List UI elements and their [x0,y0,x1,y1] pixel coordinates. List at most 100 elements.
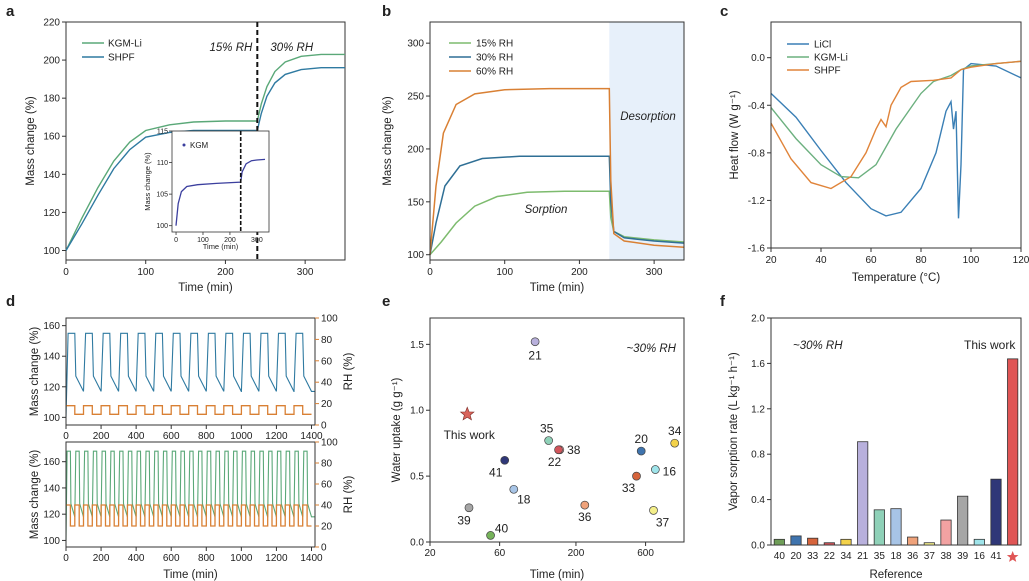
x-axis-tick-label: 20 [765,255,777,266]
cycle-bottom-rh-tick-label: 60 [321,480,333,491]
series-line-kgm-li [65,53,345,251]
cycle-top-rh-axis-label: RH (%) [343,352,355,390]
legend-label: KGM-Li [108,39,142,50]
annotation-sorption: Sorption [525,204,568,216]
cycle-top-x-tick-label: 1000 [230,431,253,442]
y-axis-tick-label: 0.0 [751,53,765,64]
series-line-shpf [65,67,345,251]
y-axis-tick-label: 120 [43,208,60,219]
data-point-ref-21 [530,337,540,347]
cycle-bottom-frame [65,441,316,548]
desorption-shading [609,22,684,260]
series-line-60rh [429,87,685,255]
y-axis-tick-label: -1.2 [748,196,766,207]
inset-legend-swatch [182,143,186,147]
data-point-label: 18 [517,492,531,506]
x-axis-tick-label: 200 [217,267,234,278]
plot-frame [429,21,685,261]
legend-label: LiCl [814,40,831,51]
cycle-top-x-tick-label: 600 [163,431,180,442]
annotation-30rh: 30% RH [270,42,314,54]
annotation-15rh: 15% RH [209,42,253,54]
inset-x-tick-label: 100 [197,237,209,244]
panel-label: b [382,3,391,20]
bar-ref-18 [890,508,902,546]
x-axis-label: Reference [869,569,922,581]
data-point-label: 34 [668,424,682,438]
x-axis-tick-label: 300 [297,267,314,278]
x-axis-tick-label: 200 [568,548,585,559]
cycle-top-mass-line [65,332,315,418]
plot-frame [429,317,685,543]
x-axis-label: Time (min) [178,282,233,294]
x-axis-tick-label: 0 [63,267,69,278]
cycle-bottom-rh-line [66,504,312,527]
data-point-ref-41 [500,455,510,465]
data-point-label: 35 [540,422,554,436]
x-axis-tick-label: 36 [907,551,919,562]
data-point-ref-34 [670,438,680,448]
inset-y-tick-label: 100 [156,223,168,230]
legend-label: 60% RH [476,67,513,78]
inset-y-axis-label: Mass change (%) [143,152,152,211]
bar-ref-38 [940,519,952,546]
cycle-top-x-tick-label: 0 [63,431,69,442]
bar-ref-40 [773,538,785,546]
panel-e: e ~30% RH 21 35 38 22 20 34 41 16 33 18 39 36 37 40 This… [382,293,685,581]
data-point-label: 40 [495,521,509,535]
panel-label: c [720,3,728,20]
cycle-bottom-x-tick-label: 1400 [300,553,323,564]
series-line-15rh [429,190,685,256]
this-work-label: This work [444,428,496,442]
inset-y-tick-label: 105 [156,192,168,199]
x-axis-tick-label: 40 [774,551,786,562]
cycle-top-x-tick-label: 1200 [265,431,288,442]
panel-c: c LiCl KGM-Li SHPF 20 40 60 80 100 120 0.0 -0.4 -0.8… [720,3,1029,284]
cycle-top-x-tick-label: 800 [198,431,215,442]
data-point-label: 37 [656,515,670,529]
cycle-top-rh-tick-label: 20 [321,399,333,410]
cycle-top-y-tick-label: 140 [43,352,60,363]
data-point-ref-36 [580,500,590,510]
cycle-top-rh-tick-label: 40 [321,378,333,389]
cycle-bottom-rh-tick-label: 0 [321,543,327,554]
data-point-label: 22 [548,455,562,469]
data-point-label: 33 [622,481,636,495]
cycle-top-rh-tick-label: 60 [321,356,333,367]
bar-ref-41 [990,478,1002,546]
cycle-top-x-tick-label: 400 [128,431,145,442]
y-axis-tick-label: -0.4 [748,101,766,112]
x-axis-tick-label: 100 [496,267,513,278]
y-axis-tick-label: 0.0 [751,541,765,552]
x-axis-tick-label: 41 [990,551,1002,562]
x-axis-tick-label: 120 [1013,255,1029,266]
series-line-30rh [429,155,685,255]
x-tick-star-icon [1006,551,1019,562]
data-point-label: 39 [457,514,471,528]
bar-ref-34 [840,538,852,546]
y-axis-tick-label: 2.0 [751,314,765,325]
x-axis-label: Time (min) [530,282,585,294]
y-axis-tick-label: 300 [407,39,424,50]
inset-y-tick-label: 110 [157,160,168,167]
inset-frame [171,130,270,233]
data-point-label: 20 [635,432,649,446]
bar-ref-35 [873,509,885,546]
legend-label: SHPF [814,66,841,77]
x-axis-tick-label: 300 [646,267,663,278]
inset-y-tick-label: 115 [157,129,168,136]
x-axis-label: Time (min) [163,569,218,581]
data-point-ref-40 [486,531,495,540]
y-axis-tick-label: 180 [43,94,60,105]
cycle-bottom-x-tick-label: 1000 [230,553,253,564]
cycle-top-frame [65,317,316,426]
x-axis-tick-label: 22 [824,551,836,562]
plot-frame [65,21,346,261]
cycle-bottom-rh-axis-label: RH (%) [343,475,355,513]
x-axis-tick-label: 100 [137,267,154,278]
bar-ref-this-work [1007,358,1019,546]
inset-x-tick-label: 200 [224,237,236,244]
